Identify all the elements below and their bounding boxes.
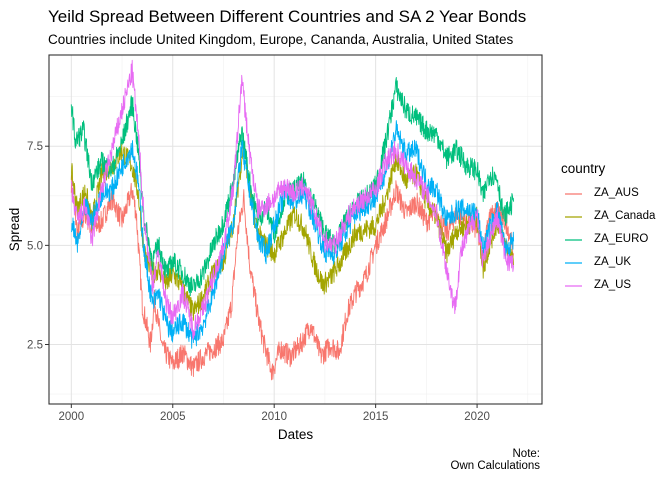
series-line-za-us [70,59,515,340]
chart-title: Yeild Spread Between Different Countries… [48,7,527,26]
caption-note: Note: [512,448,541,460]
y-tick-label: 7.5 [27,141,43,153]
x-axis-title: Dates [278,427,314,442]
y-axis-title: Spread [7,208,22,252]
x-tick-label: 2015 [363,411,389,423]
plot-border [48,54,543,405]
legend-label-za-euro: ZA_EURO [594,233,649,245]
y-tick-label: 2.5 [27,340,43,352]
x-tick-label: 2000 [59,411,85,423]
legend-label-za-canada: ZA_Canada [594,210,656,222]
x-tick-label: 2005 [160,411,186,423]
legend-label-za-aus: ZA_AUS [594,187,639,199]
chart-subtitle: Countries include United Kingdom, Europe… [48,32,514,47]
legend-title: country [561,161,606,176]
legend-label-za-uk: ZA_UK [594,256,632,268]
y-tick-label: 5.0 [27,240,43,252]
caption-source: Own Calculations [450,460,540,472]
legend-label-za-us: ZA_US [594,279,632,291]
x-tick-label: 2020 [464,411,490,423]
x-tick-label: 2010 [261,411,287,423]
series-line-za-canada [70,138,515,321]
